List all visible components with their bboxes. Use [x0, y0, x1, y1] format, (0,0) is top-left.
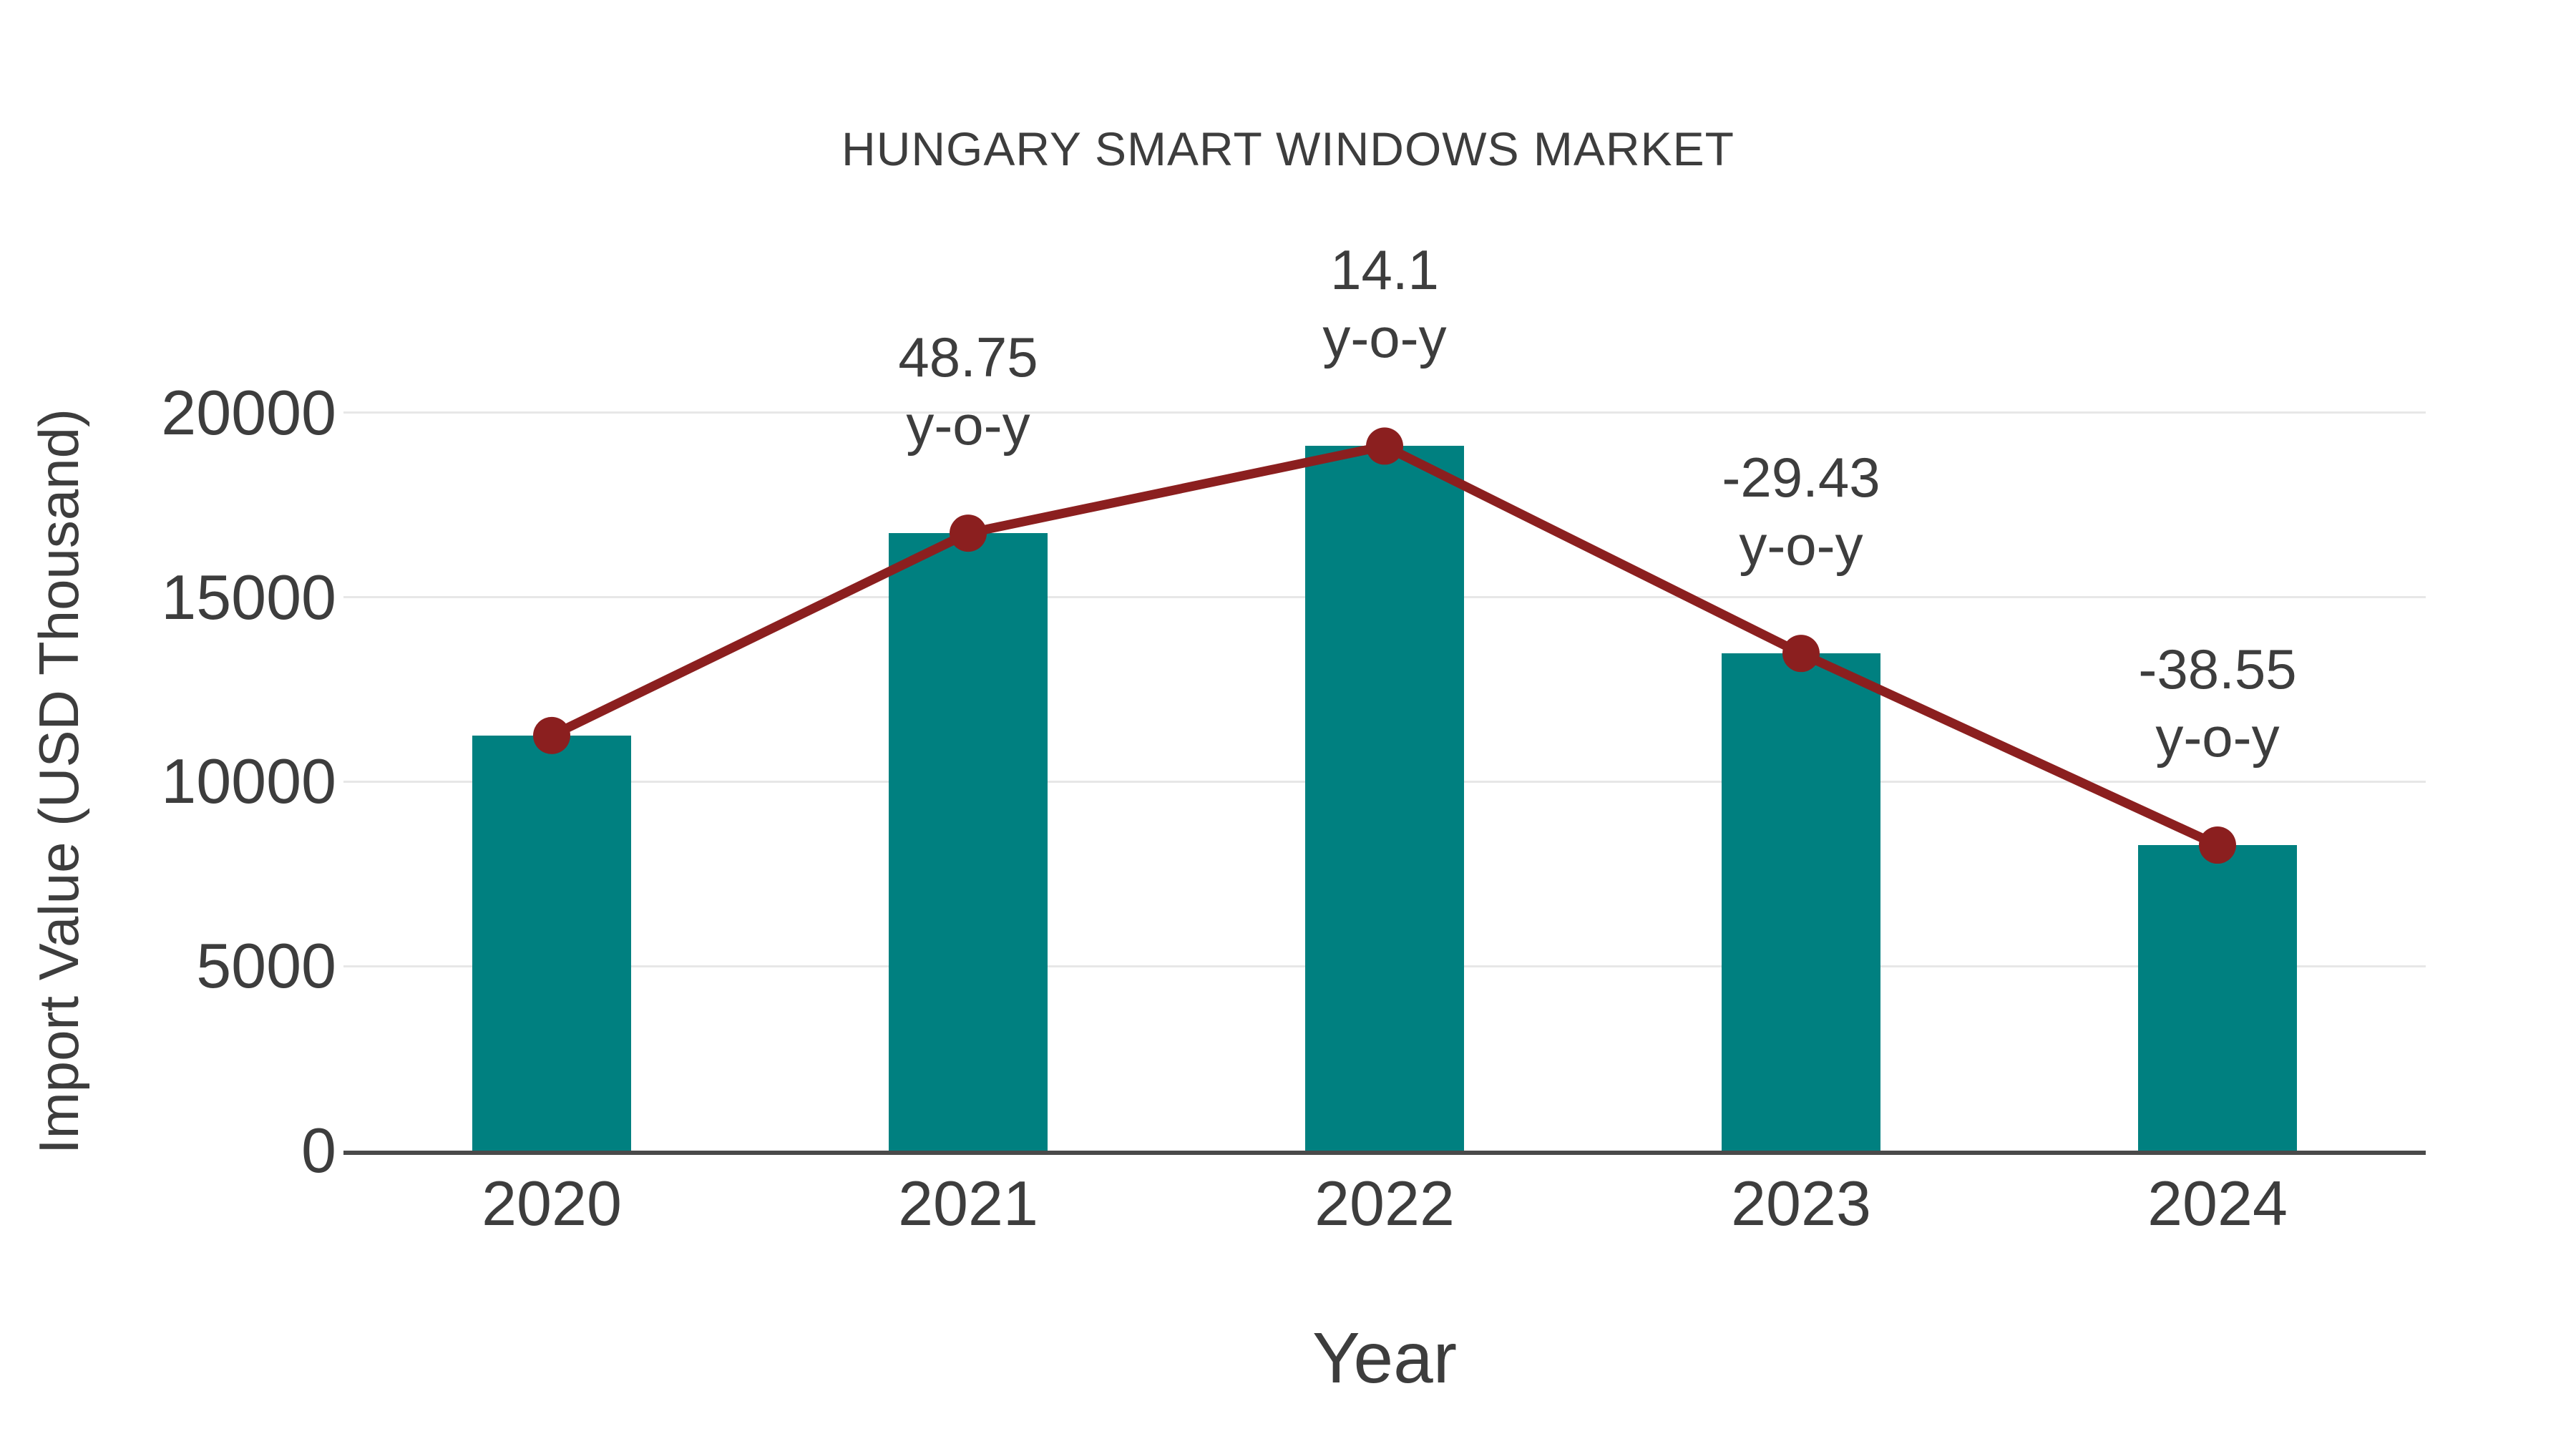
plot-area: 48.75 y-o-y 14.1 y-o-y -29.43 y-o-y -38.55 y-o-…: [343, 238, 2426, 1155]
y-tick-5000: 5000: [196, 930, 336, 1002]
y-tick-15000: 15000: [161, 561, 336, 633]
bar-2023: [1722, 653, 1880, 1151]
y-tick-20000: 20000: [161, 376, 336, 448]
y-tick-10000: 10000: [161, 746, 336, 817]
annotation-2024: -38.55 y-o-y: [2138, 635, 2296, 771]
annotation-value: -29.43: [1722, 446, 1880, 509]
bar-2024: [2138, 845, 2297, 1151]
annotation-2023: -29.43 y-o-y: [1722, 444, 1880, 580]
annotation-value: -38.55: [2138, 638, 2297, 701]
annotation-suffix: y-o-y: [1322, 306, 1447, 370]
x-tick-2023: 2023: [1731, 1168, 1871, 1239]
annotation-value: 48.75: [898, 326, 1038, 389]
y-tick-0: 0: [301, 1115, 336, 1186]
bar-2022: [1305, 446, 1464, 1151]
annotation-suffix: y-o-y: [2155, 706, 2280, 769]
chart-title: HUNGARY SMART WINDOWS MARKET: [841, 122, 1735, 175]
annotation-2022: 14.1 y-o-y: [1322, 236, 1446, 372]
trend-marker-2023: [1782, 635, 1820, 673]
annotation-suffix: y-o-y: [906, 394, 1030, 457]
annotation-suffix: y-o-y: [1739, 514, 1863, 577]
x-tick-2022: 2022: [1314, 1168, 1455, 1239]
trend-marker-2021: [950, 514, 987, 552]
bar-2020: [472, 735, 631, 1151]
x-axis-title: Year: [1312, 1318, 1458, 1398]
trend-marker-2022: [1366, 427, 1403, 465]
trend-line-layer: [533, 427, 2236, 864]
annotation-2021: 48.75 y-o-y: [898, 323, 1038, 459]
x-tick-2020: 2020: [482, 1168, 622, 1239]
trend-marker-2024: [2199, 826, 2236, 864]
x-tick-2024: 2024: [2147, 1168, 2288, 1239]
trend-line: [550, 441, 2220, 849]
bar-2021: [889, 533, 1048, 1151]
annotation-value: 14.1: [1330, 238, 1439, 302]
gridline-20000: [343, 411, 2426, 414]
x-tick-2021: 2021: [898, 1168, 1038, 1239]
trend-marker-2020: [533, 716, 570, 754]
